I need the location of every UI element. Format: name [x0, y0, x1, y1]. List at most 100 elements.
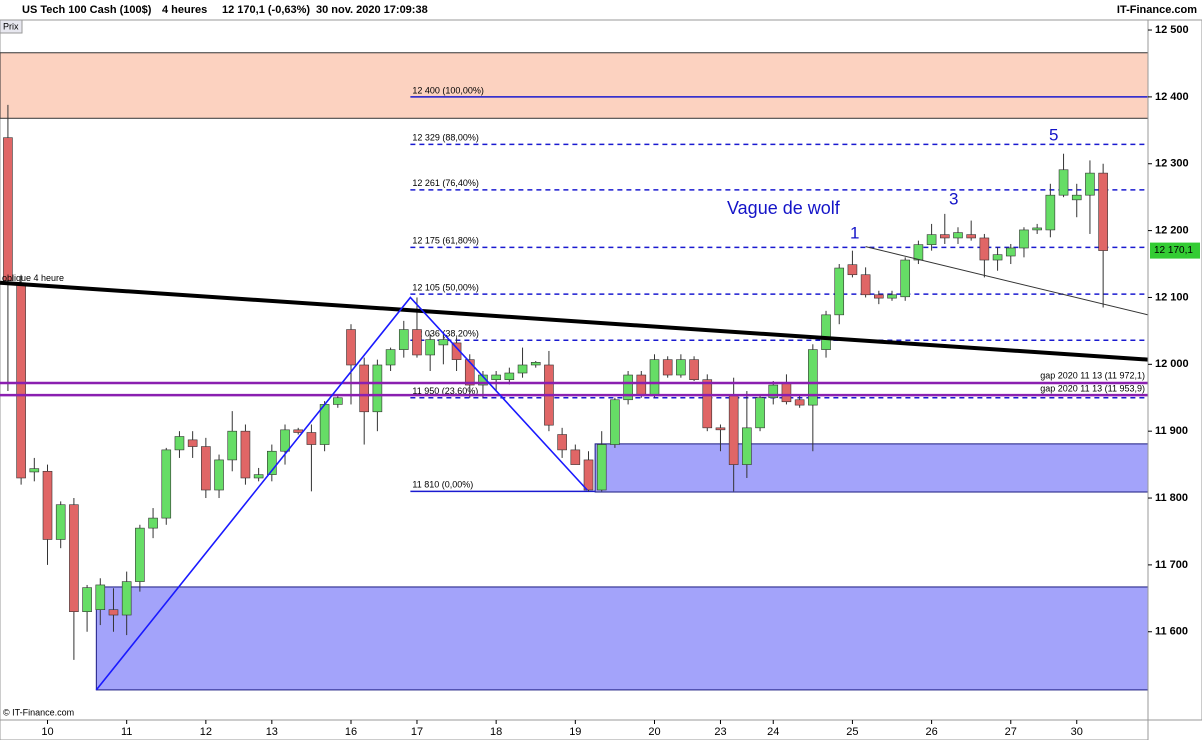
source: IT-Finance.com — [1117, 4, 1197, 16]
annotation: Vague de wolf — [727, 198, 841, 218]
annotation: 5 — [1049, 125, 1058, 144]
trend-label: oblique 4 heure — [2, 273, 64, 283]
y-label-box — [0, 19, 23, 34]
candle-body — [412, 329, 422, 356]
candle-body — [676, 359, 686, 376]
x-tick-label: 25 — [846, 726, 858, 738]
candle-body — [689, 359, 699, 380]
candle-body — [135, 527, 145, 582]
trend-line — [865, 246, 1149, 316]
candle-body — [781, 382, 792, 403]
zone — [594, 443, 1149, 493]
candle-body — [491, 374, 501, 380]
y-tick-label: 12 300 — [1155, 158, 1189, 170]
candle-body — [385, 349, 396, 366]
candle-body — [121, 581, 132, 616]
annotation: 1 — [850, 223, 859, 242]
x-tick-label: 23 — [714, 726, 726, 738]
x-tick-label: 12 — [200, 726, 212, 738]
candle-body — [610, 399, 620, 445]
gap-label: gap 2020 11 13 (11 953,9) — [1040, 384, 1145, 394]
candle-body — [702, 379, 713, 429]
candle-body — [3, 137, 13, 282]
y-tick-label: 12 100 — [1155, 291, 1189, 303]
candle-body — [504, 372, 515, 380]
candle-body — [267, 450, 277, 475]
y-tick-label: 12 000 — [1155, 358, 1189, 370]
candle-body — [557, 434, 567, 451]
candle-body — [280, 429, 290, 452]
candle-body — [1098, 172, 1108, 251]
candle-body — [662, 359, 673, 376]
candle-body — [636, 374, 647, 396]
candle-body — [464, 359, 475, 386]
x-tick-label: 11 — [121, 726, 132, 738]
x-tick-label: 24 — [767, 726, 779, 738]
candle-body — [227, 430, 238, 461]
period: 4 heures — [162, 4, 207, 16]
candle-body — [319, 404, 330, 445]
candle-body — [966, 234, 976, 239]
trend-line — [0, 280, 1149, 362]
candle-body — [438, 339, 449, 346]
candle-body — [346, 329, 356, 366]
candle-body — [201, 446, 211, 491]
candle-body — [16, 282, 26, 479]
y-tick-label: 12 400 — [1155, 91, 1189, 103]
candle-body — [478, 374, 488, 386]
price-tag — [1150, 242, 1200, 259]
candle-body — [1032, 227, 1042, 231]
candle-body — [583, 459, 594, 491]
candle-body — [715, 427, 726, 431]
candle-body — [530, 362, 541, 366]
title: US Tech 100 Cash (100$) — [22, 4, 152, 16]
candle-body — [992, 254, 1003, 261]
candle-body — [874, 294, 884, 299]
y-tick-label: 12 500 — [1155, 24, 1189, 36]
candle-body — [953, 232, 963, 239]
candle-body — [596, 444, 607, 491]
candle-body — [939, 234, 950, 239]
fib-label: 12 261 (76,40%) — [412, 178, 479, 188]
x-tick-label: 20 — [648, 726, 660, 738]
date: 30 nov. 2020 17:09:38 — [316, 4, 428, 16]
x-tick-label: 10 — [41, 726, 53, 738]
candle-body — [372, 364, 383, 413]
candle-body — [148, 517, 158, 529]
candle-body — [333, 397, 343, 405]
candle-body — [42, 470, 53, 540]
y-tick-label: 11 700 — [1155, 559, 1188, 571]
y-tick-label: 12 200 — [1155, 225, 1189, 237]
fib-label: 11 810 (0,00%) — [412, 480, 473, 490]
trend-line — [95, 296, 588, 691]
candle-body — [834, 267, 845, 316]
fib-label: 12 175 (61,80%) — [412, 236, 479, 246]
candle-body — [174, 436, 185, 451]
candle-body — [214, 459, 224, 491]
candle-body — [821, 314, 831, 350]
y-label: Prix — [3, 21, 19, 31]
candle-body — [55, 504, 66, 540]
x-tick-label: 13 — [266, 726, 278, 738]
candle-body — [860, 274, 871, 296]
candle-body — [1019, 229, 1029, 249]
y-tick-label: 11 900 — [1155, 425, 1188, 437]
y-tick-label: 11 600 — [1155, 626, 1188, 638]
candle-body — [253, 474, 264, 479]
candle-body — [913, 244, 924, 261]
x-tick-label: 26 — [925, 726, 937, 738]
last-price: 12 170,1 (-0,63%) — [222, 4, 310, 16]
fib-label: 12 329 (88,00%) — [412, 133, 479, 143]
x-tick-label: 18 — [490, 726, 502, 738]
candle-body — [926, 234, 937, 245]
price-tag-label: 12 170,1 — [1154, 245, 1193, 256]
x-tick-label: 16 — [345, 726, 357, 738]
zone — [0, 52, 1149, 119]
candle-body — [900, 259, 911, 298]
x-tick-label: 17 — [411, 726, 423, 738]
candle-body — [1045, 194, 1056, 231]
candle-body — [187, 439, 198, 447]
candle-body — [398, 329, 409, 350]
candle-body — [649, 359, 660, 396]
